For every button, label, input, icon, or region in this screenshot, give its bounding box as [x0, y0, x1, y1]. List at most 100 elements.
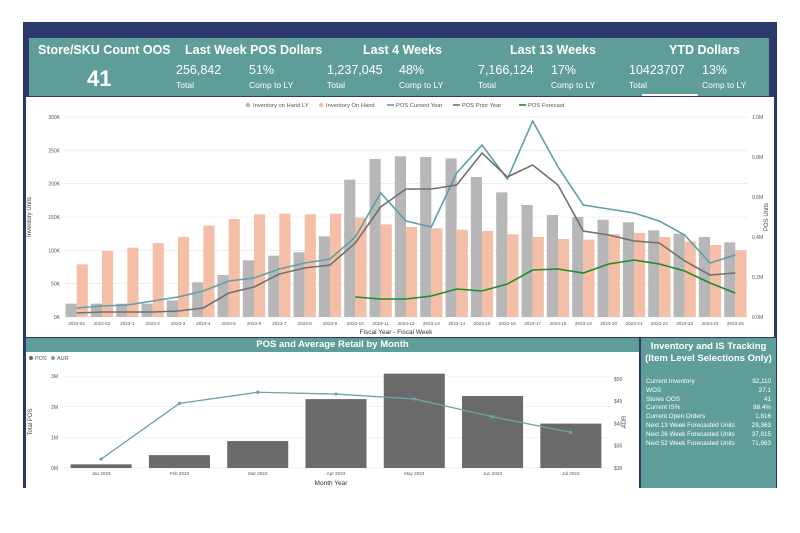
inventory-on-hand-ly-bar	[673, 233, 685, 317]
bottom-y-tick-label: 0M	[51, 466, 58, 472]
bottom-x-tick-label: Mar 2023	[248, 471, 268, 476]
inventory-tracking-label: Current Open Orders	[646, 413, 706, 421]
inventory-on-hand-ly-bar	[496, 192, 508, 317]
inventory-tracking-label: Current IS%	[646, 404, 681, 412]
bottom-chart-y2-label: AUR	[622, 415, 628, 428]
top-x-tick-label: 2023-19	[575, 321, 592, 326]
inventory-on-hand-bar	[178, 237, 190, 317]
inventory-on-hand-ly-bar	[698, 237, 710, 317]
inventory-on-hand-bar	[152, 243, 164, 317]
top-chart-y2-label: POS Units	[764, 203, 770, 231]
inventory-on-hand-bar	[431, 228, 443, 317]
aur-point	[99, 457, 103, 461]
top-x-tick-label: 2023-5	[222, 321, 237, 326]
pos-month-bar	[70, 464, 132, 468]
kpi-ytd-title: YTD Dollars	[669, 43, 740, 57]
pos-aur-title: POS and Average Retail by Month	[26, 338, 639, 352]
top-legend-marker	[318, 102, 324, 108]
kpi-bar: Store/SKU Count OOS 41 Last Week POS Dol…	[29, 38, 769, 96]
kpi-ytd-comp: 13%	[702, 63, 728, 77]
top-x-tick-label: 2023-22	[651, 321, 668, 326]
inventory-tracking-title: Inventory and IS Tracking (Item Level Se…	[645, 341, 772, 364]
bottom-y2-tick-label: $50	[614, 377, 623, 383]
bottom-y-tick-label: 1M	[51, 435, 58, 441]
bottom-chart-y-label: Total POS	[28, 408, 34, 435]
pos-month-bar	[383, 373, 445, 468]
pos-aur-chart[interactable]: POS AUR 0M 1M 2M 3M $30 $35 $40 $45 $50 Jan 2023 Fe…	[26, 352, 639, 488]
inventory-tracking-row: Next 52 Week Forecasted Units 71,963	[646, 440, 771, 449]
kpi-last4-card[interactable]: Last 4 Weeks 1,237,045 Total 48% Comp to…	[319, 38, 474, 96]
inventory-tracking-row: Current Open Orders 1,816	[646, 413, 771, 422]
bottom-x-tick-label: Jun 2023	[483, 471, 502, 476]
inventory-on-hand-ly-bar	[65, 303, 77, 317]
top-y-tick-label: 100K	[48, 248, 60, 254]
kpi-ytd-total: 10423707	[629, 63, 685, 77]
kpi-last-week-comp: 51%	[249, 63, 275, 77]
top-x-tick-label: 2023-2	[146, 321, 161, 326]
inventory-on-hand-bar	[735, 250, 747, 317]
inventory-tracking-row: Next 26 Week Forecasted Units 37,815	[646, 431, 771, 440]
top-x-tick-label: 2023-3	[171, 321, 186, 326]
top-x-tick-label: 2023-7	[272, 321, 287, 326]
bottom-y2-tick-label: $40	[614, 421, 623, 427]
inventory-on-hand-ly-bar	[546, 215, 558, 317]
kpi-oos-card[interactable]: Store/SKU Count OOS 41	[29, 38, 171, 96]
inventory-on-hand-ly-bar	[394, 156, 406, 317]
inventory-on-hand-bar	[228, 219, 240, 317]
inventory-on-hand-bar	[456, 229, 468, 317]
top-x-tick-label: 2023-15	[474, 321, 491, 326]
inventory-on-hand-bar	[710, 245, 722, 317]
inventory-tracking-row: Next 13 Week Forecasted Units 29,363	[646, 422, 771, 431]
inventory-on-hand-bar	[583, 239, 595, 317]
kpi-last-week-card[interactable]: Last Week POS Dollars 256,842 Total 51% …	[169, 38, 322, 96]
inventory-on-hand-bar	[532, 237, 544, 317]
inventory-on-hand-ly-bar	[648, 230, 660, 317]
kpi-ytd-underline	[642, 94, 698, 96]
kpi-ytd-total-label: Total	[629, 80, 647, 90]
top-x-tick-label: 2023-4	[196, 321, 211, 326]
top-y2-tick-label: 0.6M	[752, 195, 763, 201]
bottom-x-tick-label: May 2023	[404, 471, 425, 476]
top-x-tick-label: 2023-17	[524, 321, 541, 326]
bottom-x-tick-label: Feb 2023	[170, 471, 190, 476]
inventory-on-hand-bar	[634, 233, 646, 317]
kpi-last13-card[interactable]: Last 13 Weeks 7,166,124 Total 17% Comp t…	[474, 38, 624, 96]
bottom-legend-label: POS	[35, 356, 47, 362]
kpi-last4-comp-label: Comp to LY	[399, 80, 444, 90]
top-x-tick-label: 2022-51	[68, 321, 85, 326]
inventory-tracking-value: 1,816	[755, 413, 771, 421]
aur-point	[490, 415, 495, 419]
inventory-on-hand-ly-bar	[572, 217, 584, 317]
inventory-tracking-panel: Inventory and IS Tracking (Item Level Se…	[641, 338, 776, 488]
kpi-oos-title: Store/SKU Count OOS	[38, 43, 171, 57]
top-x-tick-label: 2023-23	[676, 321, 693, 326]
bottom-legend-marker	[29, 356, 33, 360]
inventory-on-hand-ly-bar	[318, 236, 330, 317]
bottom-x-tick-label: Jan 2023	[92, 471, 111, 476]
inventory-on-hand-bar	[76, 264, 88, 317]
bottom-y2-tick-label: $45	[614, 399, 623, 405]
top-legend-label: POS Prior Year	[462, 103, 501, 109]
inventory-tracking-row: Current Inventory 92,110	[646, 378, 771, 387]
top-x-tick-label: 2023-18	[550, 321, 567, 326]
bottom-y-tick-label: 3M	[51, 374, 58, 380]
inventory-tracking-label: WOS	[646, 386, 662, 394]
inventory-on-hand-ly-bar	[420, 157, 432, 317]
inventory-pos-chart-panel: Inventory on Hand LY Inventory On Hand POS…	[26, 97, 774, 337]
kpi-last-week-total: 256,842	[176, 63, 222, 77]
bottom-legend-label: AUR	[57, 356, 69, 362]
top-y2-tick-label: 0.4M	[752, 235, 763, 241]
top-x-tick-label: 2023-1	[120, 321, 135, 326]
kpi-ytd-card[interactable]: YTD Dollars 10423707 Total 13% Comp to L…	[624, 38, 769, 96]
aur-point	[177, 401, 182, 406]
inventory-tracking-label: Stores OOS	[646, 395, 680, 403]
inventory-pos-chart[interactable]: Inventory on Hand LY Inventory On Hand POS…	[26, 97, 774, 337]
inventory-on-hand-ly-bar	[268, 255, 280, 317]
top-y-tick-label: 300K	[48, 115, 60, 121]
bottom-y2-tick-label: $30	[614, 466, 623, 472]
kpi-oos-value: 41	[87, 66, 112, 91]
inventory-tracking-value: 27.1	[758, 386, 771, 394]
inventory-on-hand-ly-bar	[369, 159, 381, 317]
inventory-on-hand-ly-bar	[166, 300, 178, 317]
inventory-on-hand-bar	[330, 213, 342, 317]
